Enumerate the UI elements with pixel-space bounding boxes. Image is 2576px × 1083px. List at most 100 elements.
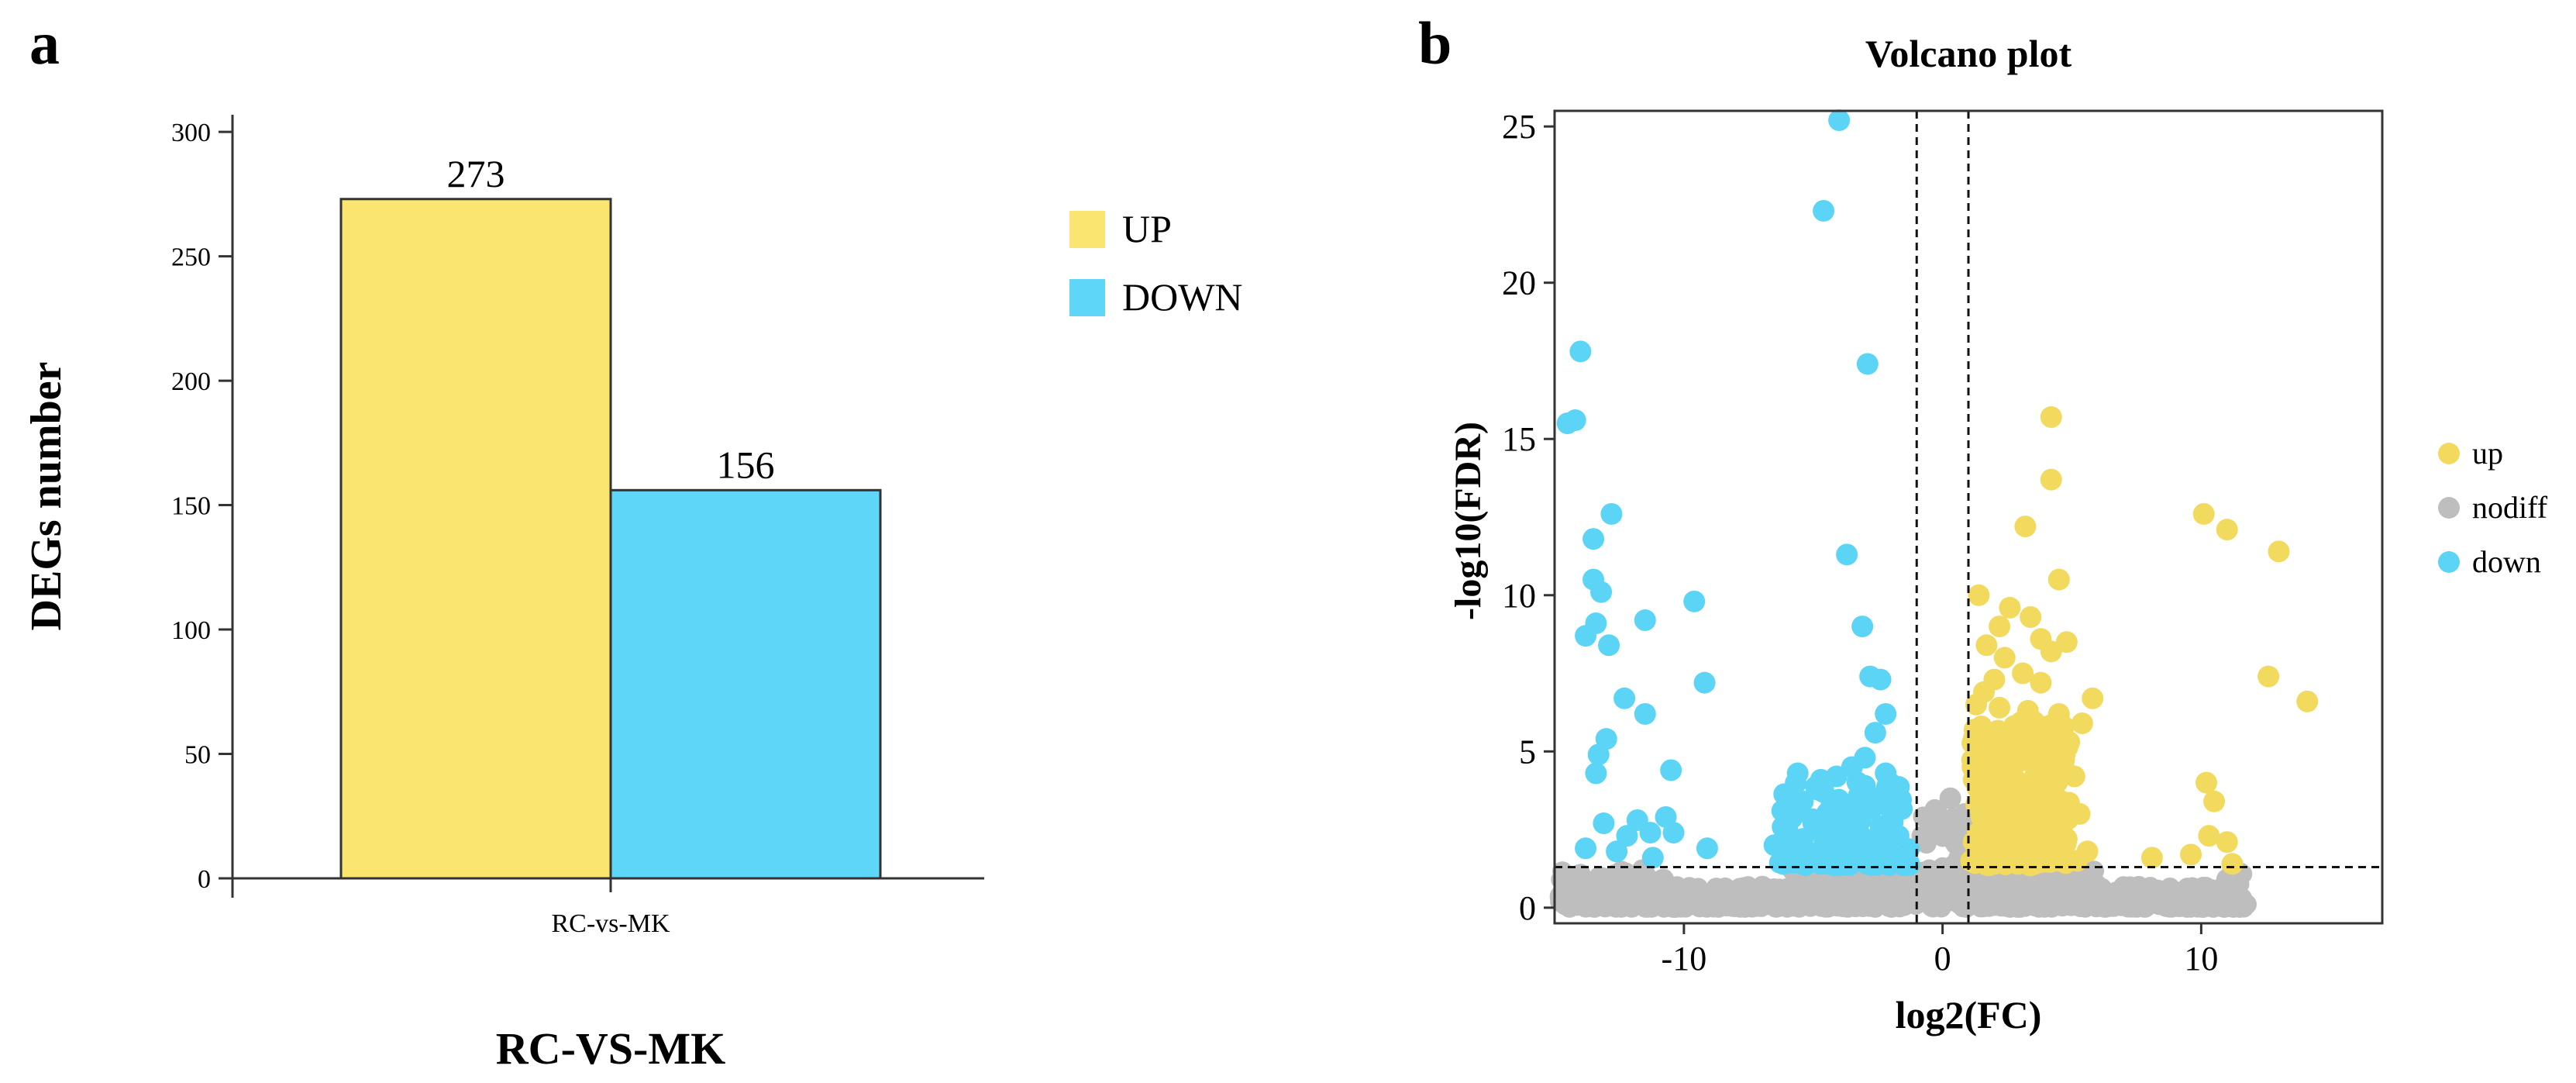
volcano-point-down [1582, 528, 1605, 550]
volcano-point-nodiff [2008, 897, 2029, 918]
bar-legend-label-down: DOWN [1122, 275, 1243, 319]
volcano-legend-label-up: up [2472, 436, 2503, 471]
volcano-point-nodiff [1930, 894, 1951, 915]
volcano-legend-dot-nodiff [2438, 497, 2460, 519]
volcano-point-up [1984, 736, 2006, 758]
volcano-point-up [2140, 847, 2163, 869]
volcano-point-nodiff [1854, 871, 1876, 894]
volcano-point-up [2027, 773, 2049, 795]
volcano-x-tick-label: 0 [1934, 940, 1951, 978]
volcano-point-up [1975, 634, 1998, 657]
bar-up [339, 198, 612, 880]
volcano-point-down [1870, 826, 1892, 849]
volcano-point-down [1898, 838, 1920, 861]
bar-legend: UP DOWN [1069, 207, 1243, 319]
volcano-plot-frame [1553, 109, 2384, 925]
volcano-point-down [1772, 850, 1795, 872]
bar-x-axis: RC-vs-MK [232, 877, 984, 938]
volcano-point-up [2043, 764, 2065, 787]
volcano-point-up [2017, 714, 2040, 736]
volcano-point-nodiff [1874, 885, 1895, 906]
volcano-point-nodiff [2009, 871, 2031, 894]
volcano-y-ticks: 0 5 10 15 20 25 [1502, 108, 1555, 927]
volcano-point-up [1974, 776, 1996, 798]
bar-y-tick-label: 300 [171, 119, 211, 147]
volcano-point-down [1616, 825, 1638, 847]
volcano-point-nodiff [2061, 878, 2083, 900]
volcano-point-up [2198, 825, 2220, 847]
volcano-point-nodiff [1939, 787, 1961, 809]
volcano-point-up [2047, 568, 2070, 591]
volcano-point-up [2030, 671, 2052, 694]
volcano-point-down [1600, 502, 1623, 525]
volcano-point-up [2192, 502, 2215, 525]
bar-down [609, 488, 882, 880]
volcano-point-down [1851, 616, 1874, 638]
volcano-point-nodiff [1926, 802, 1948, 825]
volcano-point-down [1813, 811, 1835, 833]
volcano-point-up [1989, 696, 2011, 719]
volcano-point-down [1779, 827, 1802, 850]
bar-legend-swatch-down [1069, 279, 1105, 316]
volcano-x-ticks: -10 0 10 [1662, 923, 2218, 978]
volcano-point-up [2030, 850, 2053, 873]
volcano-y-tick-label: 0 [1519, 889, 1536, 927]
volcano-point-down [1773, 783, 1796, 805]
volcano-point-down [1836, 543, 1858, 566]
volcano-point-down [1575, 625, 1597, 647]
volcano-point-down [1787, 796, 1810, 819]
volcano-point-up [2296, 690, 2319, 712]
volcano-point-down [1569, 340, 1592, 363]
volcano-point-up [2040, 640, 2062, 663]
volcano-point-down [1587, 743, 1610, 766]
volcano-point-down [1828, 109, 1851, 132]
bar-y-tick-label: 150 [171, 492, 211, 521]
volcano-point-up [2054, 833, 2077, 855]
volcano-point-down [1606, 840, 1628, 863]
volcano-point-down [1813, 199, 1835, 222]
bar-down-data-label: 156 [717, 443, 775, 486]
volcano-point-up [2014, 516, 2037, 538]
volcano-point-up [1989, 616, 2011, 638]
bar-y-tick-label: 200 [171, 367, 211, 396]
volcano-point-up [2203, 790, 2226, 812]
volcano-point-nodiff [2035, 874, 2058, 897]
bar-x-tick-label: RC-vs-MK [551, 909, 670, 938]
volcano-point-down [1859, 798, 1882, 820]
volcano-point-nodiff [1672, 884, 1695, 906]
volcano-point-up [2257, 665, 2280, 688]
volcano-point-up [2040, 468, 2062, 491]
volcano-point-down [1696, 837, 1718, 860]
volcano-point-up [2014, 829, 2037, 852]
volcano-y-tick-label: 15 [1502, 420, 1536, 458]
volcano-point-down [1598, 634, 1620, 657]
volcano-point-nodiff [2164, 881, 2186, 903]
volcano-x-tick-label: -10 [1662, 940, 1707, 978]
volcano-point-down [1836, 801, 1858, 823]
volcano-point-down [1639, 822, 1662, 844]
volcano-point-up [2216, 831, 2238, 854]
volcano-legend: up nodiff down [2438, 436, 2548, 579]
volcano-legend-dot-up [2438, 443, 2460, 464]
volcano-point-nodiff [1751, 884, 1772, 906]
volcano-point-up [1965, 693, 1988, 716]
volcano-point-down [1634, 609, 1656, 632]
volcano-point-down [1830, 839, 1853, 861]
volcano-point-down [1575, 837, 1597, 860]
volcano-point-up [2216, 519, 2238, 541]
panel-b-volcano-plot: b Volcano plot -log10(FDR) log2(FC) 0 5 10… [1418, 9, 2548, 1036]
volcano-point-up [1968, 841, 1991, 864]
volcano-point-down [1810, 768, 1832, 791]
volcano-point-nodiff [2229, 897, 2250, 918]
volcano-point-down [1875, 702, 1897, 725]
volcano-threshold-lines [1555, 111, 2382, 923]
panel-a-label: a [29, 9, 60, 77]
bar-legend-swatch-up [1069, 211, 1105, 248]
volcano-legend-label-down: down [2472, 544, 2541, 579]
bar-y-ticks: 0 50 100 150 200 250 300 [171, 119, 232, 894]
volcano-point-up [1993, 647, 2016, 669]
volcano-point-up [1966, 823, 1989, 845]
volcano-y-tick-label: 25 [1502, 108, 1536, 146]
volcano-point-up [2221, 853, 2244, 875]
